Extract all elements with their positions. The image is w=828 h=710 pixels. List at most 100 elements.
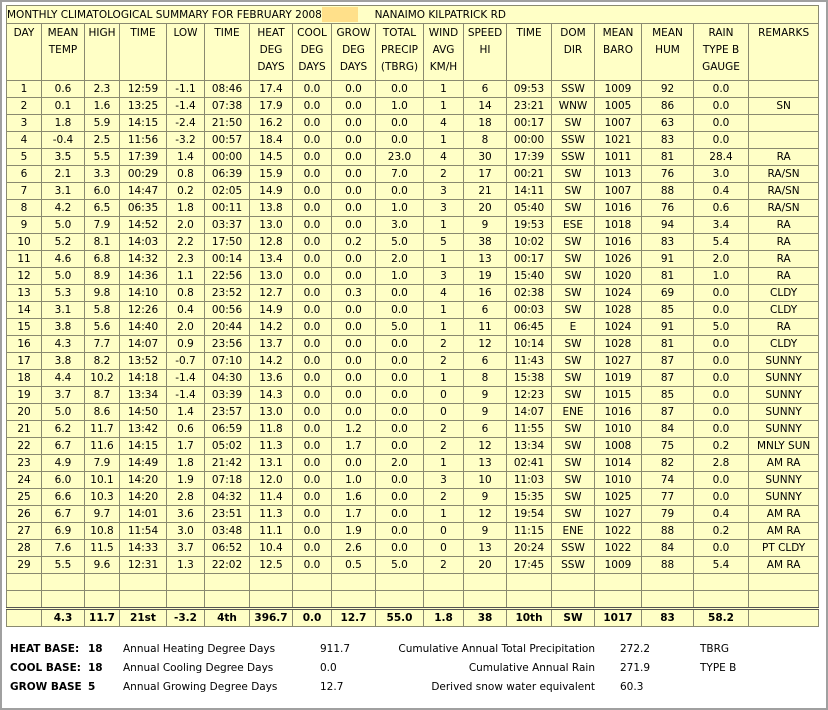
cell: 0.0	[375, 386, 424, 404]
cell: 6.6	[41, 488, 85, 506]
data-row: 6 2.1 3.3 00:29 0.8 06:39 15.9 0.0 0.0 7.0 2 17 00:2…	[6, 165, 820, 183]
data-row: 25 6.6 10.3 14:20 2.8 04:32 11.4 0.0 1.6 0.0 2 9 15:…	[6, 488, 820, 506]
cell: SW	[551, 114, 595, 132]
column-header: SPEED HI	[463, 23, 507, 81]
cell: 11:15	[506, 522, 552, 540]
cell: 14:20	[119, 471, 167, 489]
cell: 10:02	[506, 233, 552, 251]
cell: 0.0	[693, 131, 749, 149]
cell: 4.9	[41, 454, 85, 472]
title-cell: MONTHLY CLIMATOLOGICAL SUMMARY FOR FEBRU…	[5, 5, 820, 24]
cell: 0.0	[331, 454, 376, 472]
total-cell: 396.7	[249, 607, 293, 627]
total-cell: 83	[641, 607, 694, 627]
cell: 3	[423, 199, 464, 217]
total-cell	[6, 607, 42, 627]
cell: 9	[6, 216, 42, 234]
cell: 3.8	[41, 318, 85, 336]
header-line: DAYS	[339, 61, 368, 73]
cell: WNW	[551, 97, 595, 115]
cell: 18	[463, 114, 507, 132]
data-row: 23 4.9 7.9 14:49 1.8 21:42 13.1 0.0 0.0 2.0 1 13 02:…	[6, 454, 820, 472]
cell: 14:20	[119, 488, 167, 506]
cell: CLDY	[747, 284, 820, 302]
cell: 6	[6, 165, 42, 183]
column-header: DOM DIR	[551, 23, 595, 81]
cell: 0.0	[292, 522, 332, 540]
footer-item: 272.2	[620, 643, 651, 655]
cell: 5.0	[41, 216, 85, 234]
cell: 79	[641, 505, 694, 523]
cell: 9	[463, 386, 507, 404]
cell: 0.0	[292, 199, 332, 217]
cell: 04:32	[204, 488, 250, 506]
cell	[249, 573, 293, 591]
header-line: BARO	[603, 44, 633, 56]
cell: 21	[463, 182, 507, 200]
cell: 14.5	[249, 148, 293, 166]
cell: 0.2	[693, 522, 749, 540]
data-row: 5 3.5 5.5 17:39 1.4 00:00 14.5 0.0 0.0 23.0 4 30 17:…	[6, 148, 820, 166]
cell: 3	[423, 267, 464, 285]
cell: 13.0	[249, 267, 293, 285]
cell: 0.0	[292, 114, 332, 132]
cell: RA	[747, 233, 820, 251]
cell: 2	[423, 437, 464, 455]
cell: 0.0	[375, 80, 424, 98]
footer-item: 911.7	[320, 643, 351, 655]
cell: 0.9	[166, 335, 205, 353]
cell: 10.1	[84, 471, 120, 489]
cell	[463, 573, 507, 591]
cell: 0.0	[331, 318, 376, 336]
cell: 2	[423, 165, 464, 183]
cell: 11.6	[84, 437, 120, 455]
cell: 12:23	[506, 386, 552, 404]
cell: SSW	[551, 556, 595, 574]
cell: 0.6	[41, 80, 85, 98]
cell: 1016	[594, 403, 642, 421]
cell: 4.2	[41, 199, 85, 217]
cell: 2.1	[41, 165, 85, 183]
cell: ESE	[551, 216, 595, 234]
cell: 02:38	[506, 284, 552, 302]
cell: PT CLDY	[747, 539, 820, 557]
cell	[747, 590, 820, 609]
cell: 10	[6, 233, 42, 251]
cell: 1005	[594, 97, 642, 115]
cell: 2	[423, 335, 464, 353]
cell: SW	[551, 199, 595, 217]
cell	[551, 590, 595, 609]
cell: 0.6	[166, 420, 205, 438]
cell: 1009	[594, 556, 642, 574]
cell: 6	[463, 420, 507, 438]
cell: 6.7	[41, 505, 85, 523]
cell: 1007	[594, 114, 642, 132]
cell: 06:52	[204, 539, 250, 557]
header-line: TIME	[516, 27, 542, 39]
cell: 04:30	[204, 369, 250, 387]
cell: 84	[641, 539, 694, 557]
cell: 20	[463, 556, 507, 574]
cell: 14:47	[119, 182, 167, 200]
cell: 5.4	[693, 233, 749, 251]
cell: 1011	[594, 148, 642, 166]
cell: 12.7	[249, 284, 293, 302]
column-header: TIME	[506, 23, 552, 81]
cell: 5.2	[41, 233, 85, 251]
cell: 1	[423, 505, 464, 523]
cell: SSW	[551, 539, 595, 557]
cell: RA	[747, 318, 820, 336]
cell: 6	[463, 301, 507, 319]
cell: 5	[6, 148, 42, 166]
cell: 2	[423, 420, 464, 438]
cell: SW	[551, 505, 595, 523]
cell: 3.4	[693, 216, 749, 234]
cell: 87	[641, 369, 694, 387]
cell: 1.0	[375, 267, 424, 285]
cell: 0.0	[693, 403, 749, 421]
cell: 5.8	[84, 301, 120, 319]
cell: 12	[463, 505, 507, 523]
cell: RA/SN	[747, 199, 820, 217]
cell: 0.0	[693, 539, 749, 557]
cell: 0	[423, 522, 464, 540]
